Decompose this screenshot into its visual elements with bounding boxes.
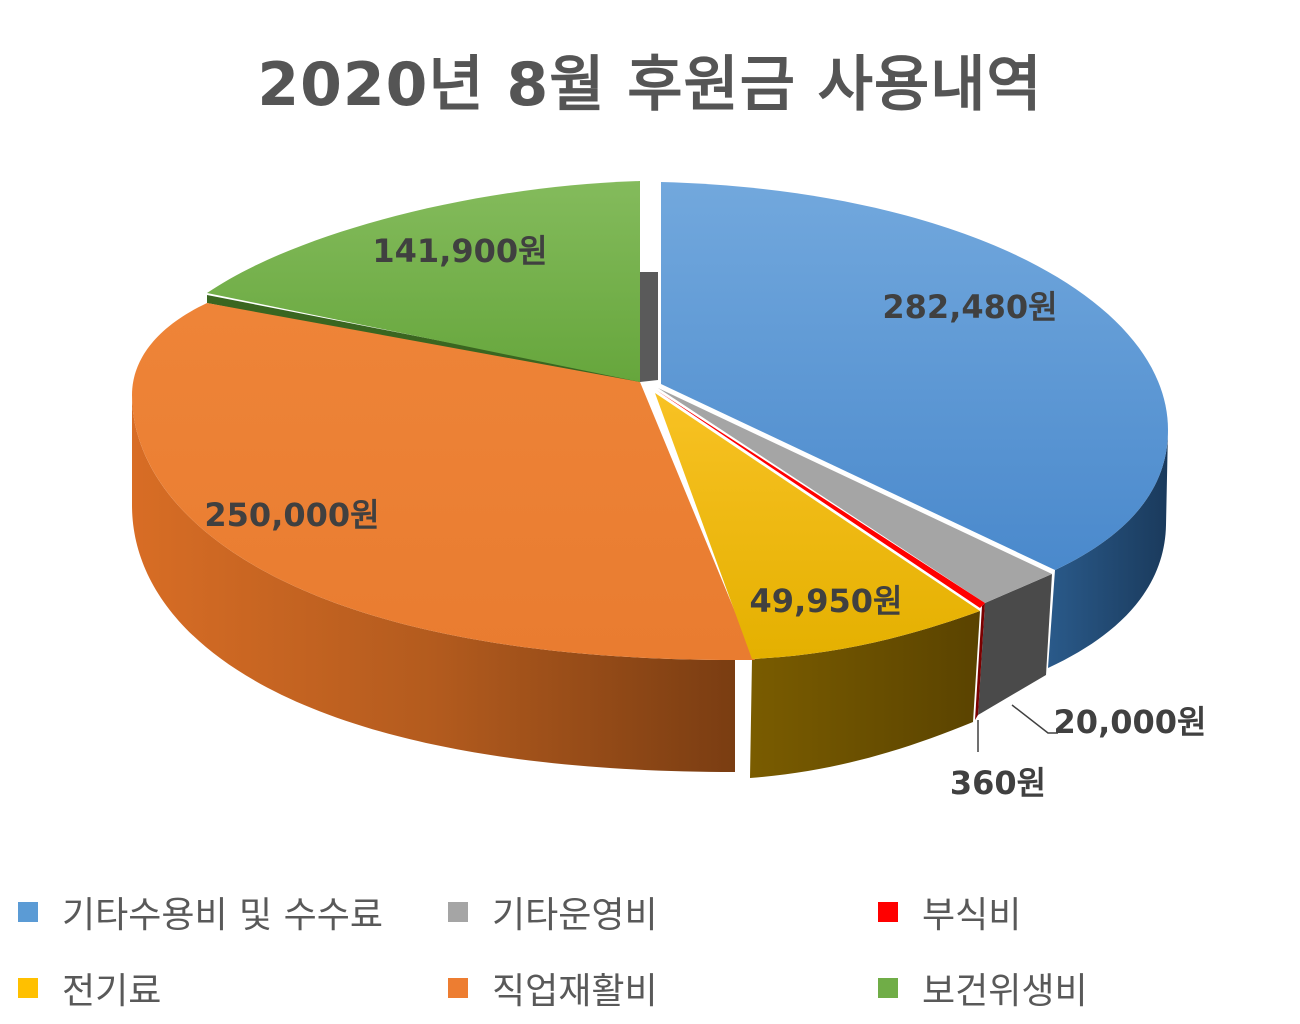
slice-top-red (656, 390, 985, 608)
pie-chart: 282,480원 20,000원 360원 49,950원 250,000원 1… (132, 181, 1206, 802)
slice-top-blue (661, 182, 1168, 570)
slice-cut-face (640, 272, 658, 382)
legend-item: 전기료 (18, 958, 161, 1018)
legend-swatch (18, 978, 38, 998)
data-labels: 282,480원 20,000원 360원 49,950원 250,000원 1… (204, 232, 1206, 802)
slice-side-blue (1048, 430, 1168, 668)
data-label-gray: 20,000원 (1054, 703, 1207, 741)
legend-label: 전기료 (62, 971, 162, 1012)
legend-item: 보건위생비 (878, 958, 1088, 1018)
legend-item: 기타수용비 및 수수료 (18, 882, 383, 942)
legend-label: 기타수용비 및 수수료 (62, 895, 383, 936)
slice-top-yellow (655, 393, 980, 659)
legend-swatch (448, 902, 468, 922)
slice-side-orange (132, 395, 735, 772)
chart-title: 2020년 8월 후원금 사용내역 (257, 50, 1043, 120)
legend-swatch (878, 978, 898, 998)
slice-side-gray (978, 574, 1052, 715)
legend-label: 직업재활비 (492, 971, 658, 1012)
data-label-green: 141,900원 (372, 232, 547, 270)
chart-legend: 기타수용비 및 수수료 기타운영비 부식비 전기료 직업재활비 보건위생비 (0, 872, 1300, 1022)
legend-label: 보건위생비 (922, 971, 1088, 1012)
slice-side-red (975, 603, 985, 720)
leader-lines (977, 704, 1058, 752)
legend-swatch (18, 902, 38, 922)
leader-line-gray (1011, 704, 1058, 734)
slice-top-gray (658, 388, 1052, 603)
data-label-orange: 250,000원 (204, 496, 379, 534)
slice-top-green (207, 181, 640, 382)
legend-item: 부식비 (878, 882, 1021, 942)
legend-label: 부식비 (922, 895, 1022, 936)
slice-side-yellow (750, 611, 980, 778)
legend-label: 기타운영비 (492, 895, 658, 936)
data-label-red: 360원 (950, 764, 1046, 802)
legend-swatch (448, 978, 468, 998)
legend-swatch (878, 902, 898, 922)
slice-top-orange (132, 303, 755, 660)
legend-item: 직업재활비 (448, 958, 658, 1018)
data-label-blue: 282,480원 (882, 288, 1057, 326)
slice-top-faces (132, 181, 1168, 660)
legend-item: 기타운영비 (448, 882, 658, 942)
data-label-yellow: 49,950원 (750, 582, 903, 620)
